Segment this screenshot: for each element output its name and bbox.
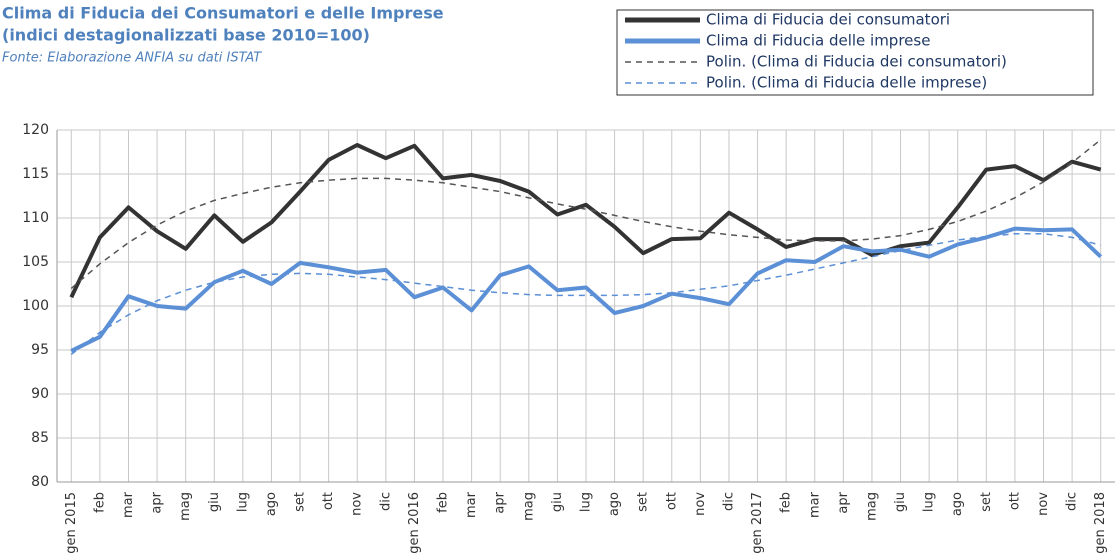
x-tick-label: mag: [178, 492, 193, 521]
y-tick-label: 100: [22, 298, 49, 314]
y-tick-label: 120: [22, 122, 49, 138]
x-tick-label: ott: [664, 492, 679, 510]
x-tick-label: apr: [836, 491, 851, 513]
x-tick-label: mar: [464, 491, 479, 518]
x-tick-label: giu: [550, 492, 565, 512]
x-tick-label: dic: [378, 492, 393, 511]
legend-label: Polin. (Clima di Fiducia delle imprese): [706, 74, 987, 92]
chart-source: Fonte: Elaborazione ANFIA su dati ISTAT: [2, 51, 262, 66]
x-tick-label: set: [636, 492, 651, 512]
x-tick-label: mag: [864, 492, 879, 521]
x-tick-label: ago: [264, 492, 279, 516]
x-tick-label: nov: [350, 492, 365, 516]
legend-label: Clima di Fiducia delle imprese: [706, 32, 930, 50]
legend-box: [616, 9, 1094, 96]
y-tick-label: 95: [31, 342, 49, 358]
series-line: [69, 143, 1102, 299]
y-tick-label: 80: [31, 474, 49, 490]
x-tick-label: mar: [121, 491, 136, 518]
x-tick-label: feb: [436, 492, 451, 513]
legend-label: Clima di Fiducia dei consumatori: [706, 11, 950, 29]
x-tick-label: gen 2018: [1093, 492, 1108, 554]
x-tick-label: giu: [207, 492, 222, 512]
x-tick-label: nov: [693, 492, 708, 516]
y-tick-label: 85: [31, 430, 49, 446]
x-tick-label: dic: [721, 492, 736, 511]
y-tick-label: 115: [22, 166, 49, 182]
x-tick-label: ott: [1007, 492, 1022, 510]
x-tick-label: set: [979, 492, 994, 512]
legend-label: Polin. (Clima di Fiducia dei consumatori…: [706, 53, 1007, 71]
x-tick-label: giu: [893, 492, 908, 512]
x-tick-label: apr: [150, 491, 165, 513]
x-tick-label: mar: [807, 491, 822, 518]
x-tick-label: feb: [92, 492, 107, 513]
x-tick-label: set: [293, 492, 308, 512]
chart-title: Clima di Fiducia dei Consumatori e delle…: [2, 4, 444, 23]
trend-line: [70, 139, 1102, 289]
x-tick-label: lug: [922, 492, 937, 512]
x-tick-label: gen 2015: [64, 492, 79, 554]
x-tick-label: apr: [493, 491, 508, 513]
x-tick-label: nov: [1036, 492, 1051, 516]
x-tick-label: gen 2017: [750, 492, 765, 554]
x-tick-label: lug: [235, 492, 250, 512]
x-tick-label: ott: [321, 492, 336, 510]
y-tick-label: 105: [22, 254, 49, 270]
x-tick-label: mag: [521, 492, 536, 521]
y-tick-label: 90: [31, 386, 49, 402]
x-tick-label: dic: [1065, 492, 1080, 511]
x-tick-label: ago: [607, 492, 622, 516]
x-tick-label: gen 2016: [407, 492, 422, 554]
chart-subtitle: (indici destagionalizzati base 2010=100): [2, 26, 370, 45]
series-line: [70, 226, 1103, 353]
x-tick-label: ago: [950, 492, 965, 516]
y-tick-label: 110: [22, 210, 49, 226]
x-tick-label: feb: [779, 492, 794, 513]
trend-line: [70, 233, 1101, 355]
x-tick-label: lug: [579, 492, 594, 512]
